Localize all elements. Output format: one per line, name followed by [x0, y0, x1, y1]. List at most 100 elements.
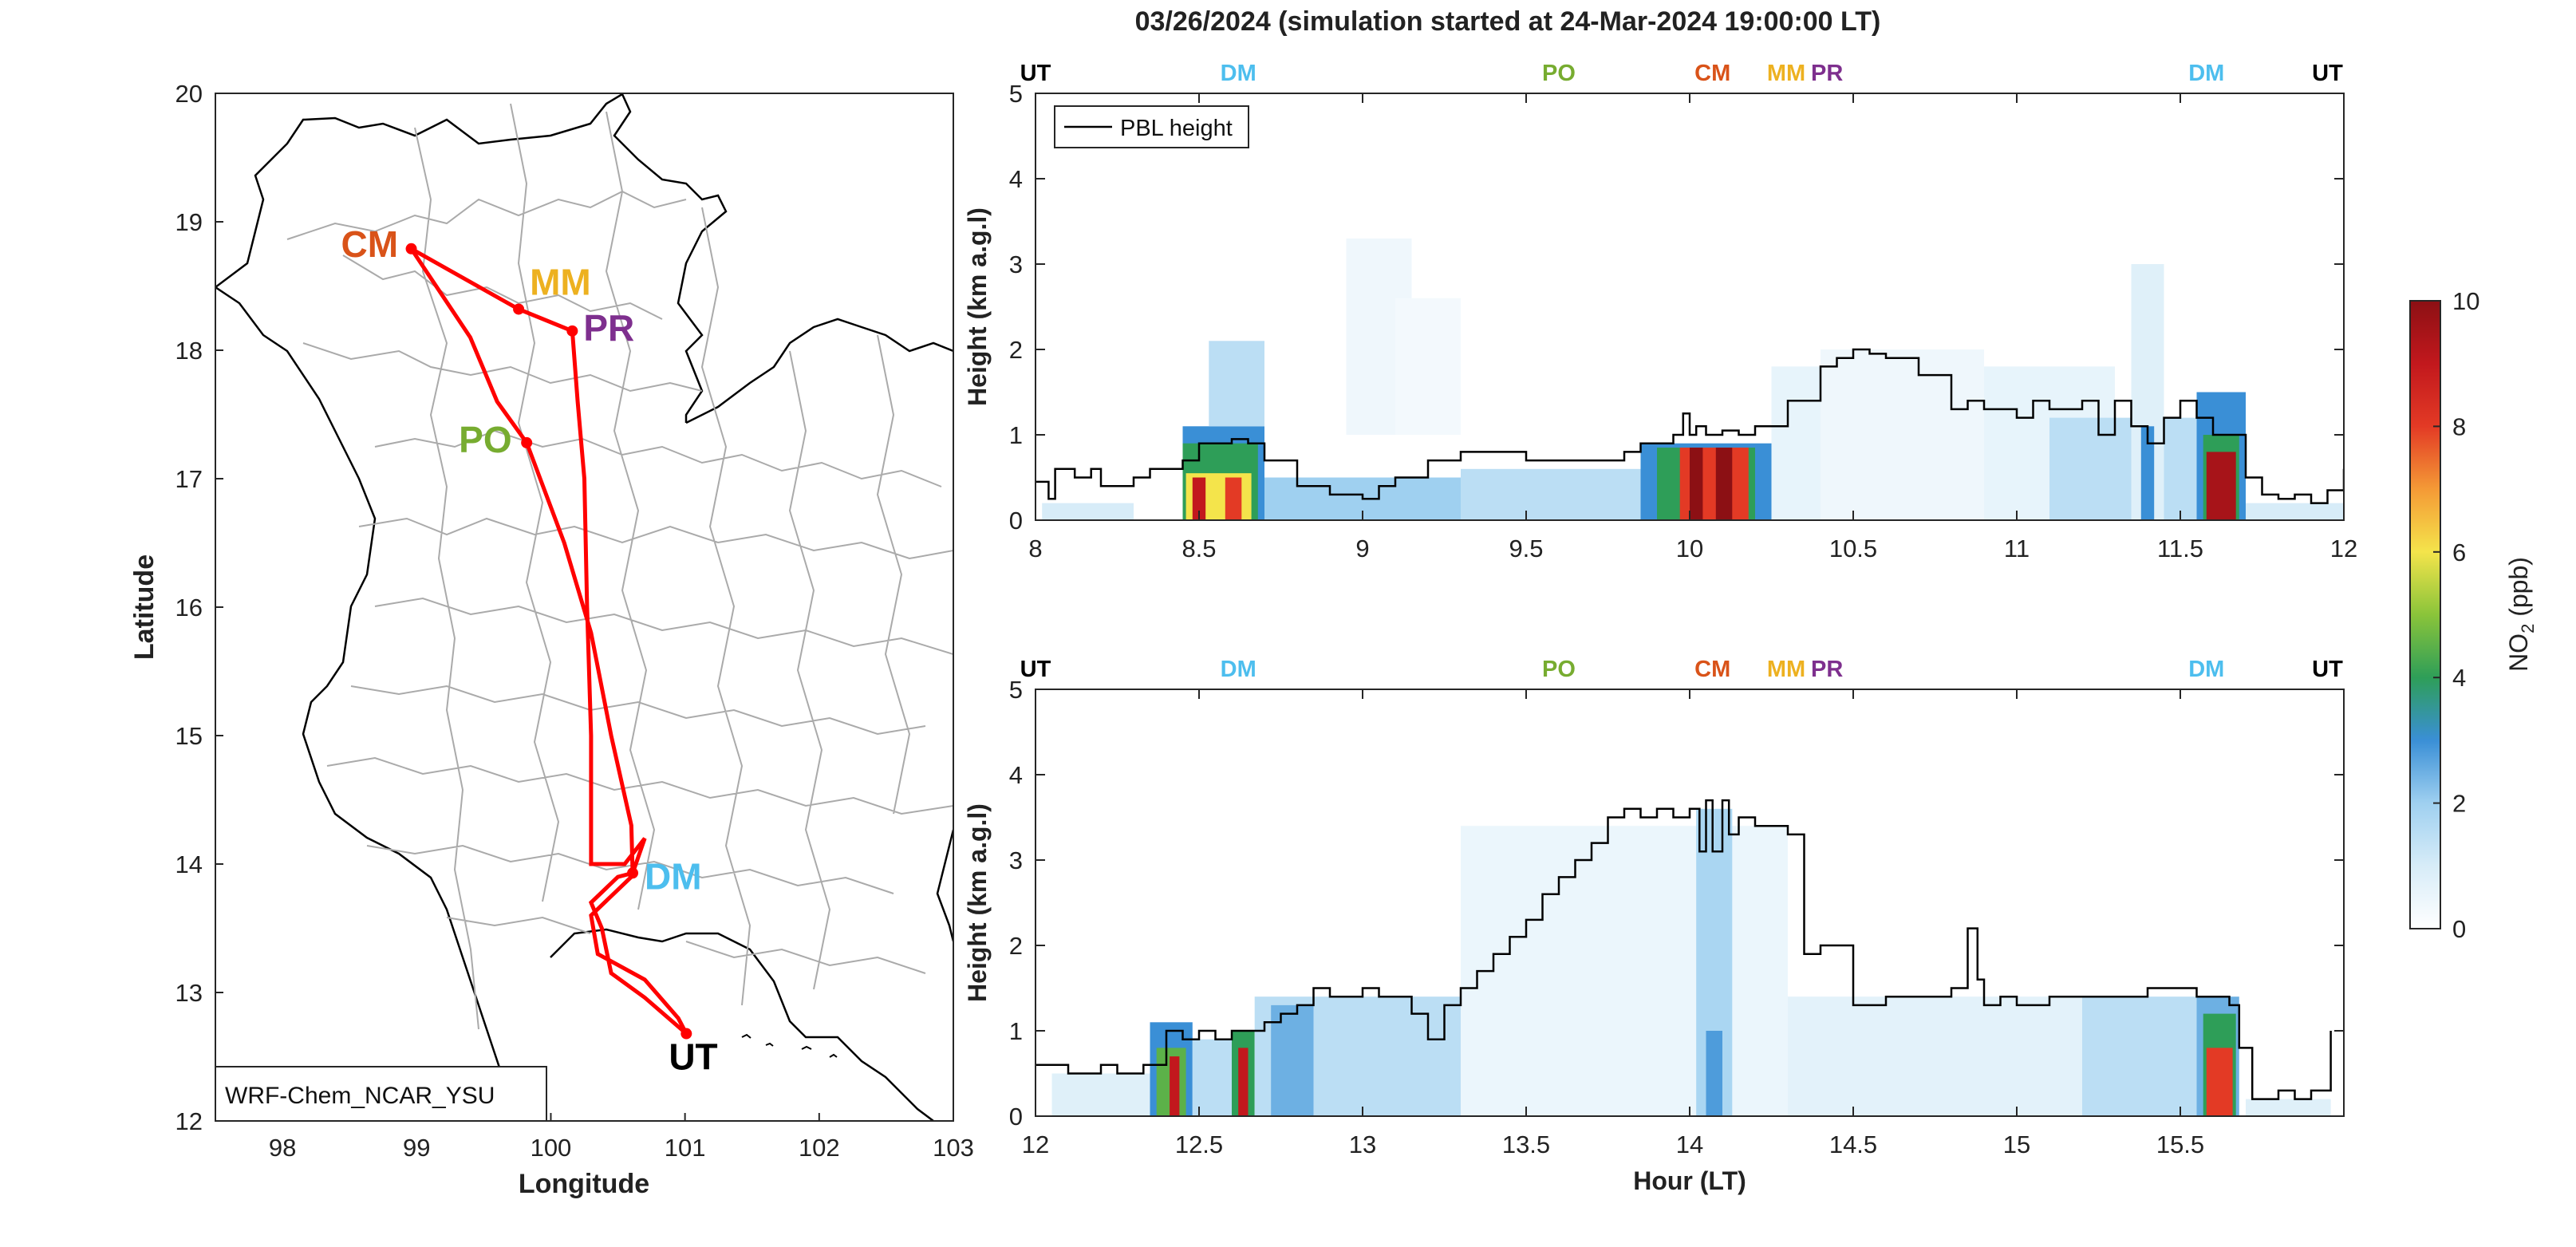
map-stations: CM MM PR PO DM UT — [341, 223, 718, 1078]
no2-cell — [1192, 1039, 1232, 1116]
ytick-label: 1 — [1009, 421, 1023, 449]
no2-cell — [1690, 448, 1703, 520]
station-marker-ut — [680, 1028, 692, 1040]
xtick-label: 8 — [1028, 535, 1042, 562]
no2-cell — [1238, 1048, 1249, 1116]
map-panel: 98 99 100 101 102 103 12 13 14 15 16 17 18 19 20 CM MM P… — [129, 80, 974, 1199]
no2-cell — [1395, 298, 1461, 435]
xtick-label: 10 — [1676, 535, 1703, 562]
station-marker-dm: DM — [2188, 657, 2224, 682]
ytick-label: 5 — [1009, 676, 1023, 704]
xtick-label: 12 — [1022, 1131, 1049, 1158]
country-border — [215, 93, 953, 1121]
no2-cell — [1788, 996, 2082, 1116]
no2-cell — [1715, 448, 1733, 520]
station-marker-mm: MM — [1767, 657, 1805, 682]
no2-cell — [1461, 468, 1657, 520]
map-ytick-label: 20 — [176, 80, 203, 108]
legend-label: PBL height — [1120, 116, 1233, 141]
station-label-mm: MM — [530, 261, 591, 302]
coastline-islands — [741, 1033, 838, 1058]
colorbar-tick-label: 10 — [2452, 287, 2479, 315]
station-marker-pr: PR — [1811, 61, 1843, 86]
station-marker-mm: MM — [1767, 61, 1805, 86]
colorbar-tick-label: 0 — [2452, 915, 2466, 943]
no2-cell — [1271, 1004, 1314, 1116]
station-marker-ut: UT — [2312, 657, 2343, 682]
ytick-label: 5 — [1009, 80, 1023, 108]
station-label-po: PO — [459, 419, 511, 460]
xtick-label: 9 — [1355, 535, 1369, 562]
no2-cell — [2246, 1099, 2331, 1116]
no2-field — [1051, 808, 2331, 1116]
colorbar-ticks: 0 2 4 6 8 10 — [2433, 287, 2479, 943]
map-ytick-label: 19 — [176, 208, 203, 236]
map-ytick-label: 12 — [176, 1107, 203, 1135]
map-ylabel: Latitude — [129, 554, 160, 660]
no2-cell — [2246, 503, 2344, 520]
pbl-legend: PBL height — [1054, 105, 1249, 148]
ytick-label: 3 — [1009, 251, 1023, 278]
station-label-ut: UT — [669, 1036, 717, 1078]
no2-cell — [1042, 503, 1134, 520]
station-marker-po: PO — [1542, 657, 1576, 682]
station-marker-cm — [405, 243, 417, 255]
map-land-region — [215, 93, 953, 1121]
xtick-label: 15.5 — [2156, 1131, 2204, 1158]
xtick-label: 12 — [2330, 535, 2357, 562]
xtick-label: 11.5 — [2157, 535, 2203, 562]
station-marker-pr — [566, 325, 578, 337]
xtick-label: 9.5 — [1509, 535, 1543, 562]
station-label-dm: DM — [645, 855, 702, 897]
colorbar: 0 2 4 6 8 10 NO2 (ppb) — [2409, 287, 2538, 943]
map-ytick-label: 18 — [176, 337, 203, 365]
xtick-label: 13.5 — [1502, 1131, 1550, 1158]
map-ytick-label: 13 — [176, 979, 203, 1007]
province-borders — [286, 103, 953, 1030]
no2-field — [1042, 238, 2344, 520]
no2-cell — [2140, 426, 2155, 520]
map-xtick-label: 100 — [531, 1134, 572, 1162]
station-marker-mm — [513, 303, 525, 315]
station-marker-ut: UT — [1020, 657, 1051, 682]
station-marker-cm: CM — [1694, 61, 1730, 86]
xtick-label: 14 — [1676, 1131, 1703, 1158]
map-ytick-label: 15 — [176, 722, 203, 750]
map-ytick-label: 16 — [176, 594, 203, 622]
map-xtick-label: 102 — [799, 1134, 840, 1162]
flight-route — [409, 247, 688, 1036]
panel-ylabel: Height (km a.g.l) — [963, 207, 992, 406]
ytick-label: 1 — [1009, 1017, 1023, 1045]
ytick-label: 0 — [1009, 1103, 1023, 1131]
no2-cell — [1225, 477, 1242, 520]
station-marker-dm: DM — [1221, 657, 1256, 682]
colorbar-gradient — [2409, 300, 2441, 929]
station-marker-ut: UT — [1020, 61, 1051, 86]
station-marker-cm: CM — [1694, 657, 1730, 682]
xtick-label: 11 — [2004, 535, 2030, 562]
no2-cell — [1170, 1056, 1180, 1116]
xtick-label: 13 — [1349, 1131, 1376, 1158]
station-marker-pr: PR — [1811, 657, 1843, 682]
ytick-label: 2 — [1009, 932, 1023, 960]
panel-ylabel: Height (km a.g.l) — [963, 803, 992, 1002]
map-xtick-label: 98 — [269, 1134, 296, 1162]
no2-cell — [1706, 1031, 1722, 1116]
station-label-cm: CM — [341, 223, 399, 265]
map-xtick-label: 101 — [665, 1134, 706, 1162]
no2-cell — [2206, 1048, 2233, 1116]
no2-cell — [1051, 1073, 1150, 1116]
ytick-label: 4 — [1009, 761, 1023, 789]
colorbar-tick-label: 4 — [2452, 664, 2466, 692]
ytick-label: 4 — [1009, 165, 1023, 193]
station-marker-dm — [627, 867, 639, 879]
map-ytick-label: 17 — [176, 465, 203, 493]
map-xtick-label: 103 — [933, 1134, 974, 1162]
no2-cell — [1461, 826, 1788, 1116]
xtick-label: 10.5 — [1829, 535, 1877, 562]
xtick-label: 8.5 — [1181, 535, 1216, 562]
no2-cell — [1192, 477, 1206, 520]
